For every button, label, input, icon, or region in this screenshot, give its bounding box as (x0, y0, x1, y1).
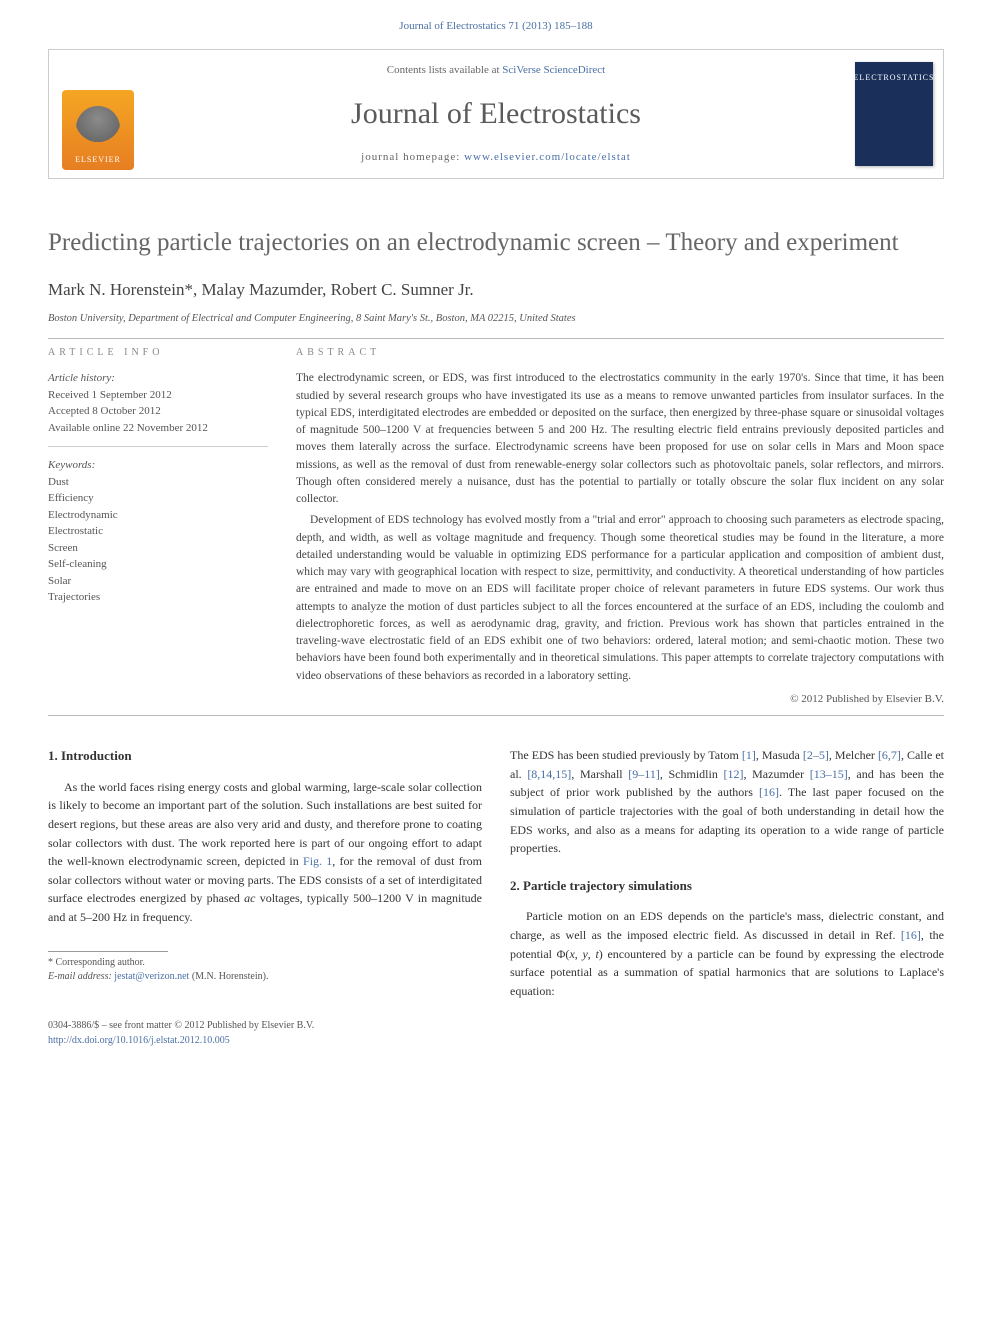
accepted-date: Accepted 8 October 2012 (48, 403, 268, 420)
homepage-prefix: journal homepage: (361, 151, 464, 163)
info-abstract-row: ARTICLE INFO Article history: Received 1… (48, 345, 944, 707)
footnote-corr: * Corresponding author. (48, 956, 482, 970)
article-title: Predicting particle trajectories on an e… (48, 227, 944, 260)
figure-ref-link[interactable]: Fig. 1 (303, 854, 332, 868)
article-info-column: ARTICLE INFO Article history: Received 1… (48, 345, 268, 707)
issn-line: 0304-3886/$ – see front matter © 2012 Pu… (48, 1018, 944, 1033)
contents-prefix: Contents lists available at (387, 64, 502, 76)
citation-link[interactable]: [13–15] (810, 767, 848, 781)
citation-link[interactable]: [12] (723, 767, 743, 781)
homepage-line: journal homepage: www.elsevier.com/locat… (147, 149, 845, 166)
homepage-link[interactable]: www.elsevier.com/locate/elstat (464, 151, 631, 163)
body-paragraph: As the world faces rising energy costs a… (48, 778, 482, 927)
contents-line: Contents lists available at SciVerse Sci… (147, 62, 845, 79)
abstract-para: Development of EDS technology has evolve… (296, 512, 944, 685)
abstract-text: The electrodynamic screen, or EDS, was f… (296, 370, 944, 685)
online-date: Available online 22 November 2012 (48, 420, 268, 437)
affiliation: Boston University, Department of Electri… (48, 311, 944, 327)
journal-cover-thumbnail[interactable]: ELECTROSTATICS (855, 62, 933, 166)
keyword: Trajectories (48, 589, 268, 606)
doi-link[interactable]: http://dx.doi.org/10.1016/j.elstat.2012.… (48, 1035, 230, 1046)
body-column-right: The EDS has been studied previously by T… (510, 746, 944, 1000)
footnote-divider (48, 951, 168, 952)
article-header: Predicting particle trajectories on an e… (48, 227, 944, 717)
email-label: E-mail address: (48, 971, 114, 982)
divider (48, 338, 944, 339)
keyword: Electrodynamic (48, 507, 268, 524)
author-list: Mark N. Horenstein*, Malay Mazumder, Rob… (48, 277, 944, 303)
article-history: Article history: Received 1 September 20… (48, 370, 268, 447)
banner-cover-wrap: ELECTROSTATICS (845, 50, 943, 178)
journal-name: Journal of Electrostatics (147, 91, 845, 136)
body-column-left: 1. Introduction As the world faces risin… (48, 746, 482, 1000)
keyword: Dust (48, 474, 268, 491)
citation-link[interactable]: [2–5] (803, 748, 829, 762)
elsevier-tree-icon (76, 106, 120, 150)
keyword: Solar (48, 573, 268, 590)
page-footer: 0304-3886/$ – see front matter © 2012 Pu… (48, 1018, 944, 1048)
email-suffix: (M.N. Horenstein). (189, 971, 268, 982)
citation-link[interactable]: [16] (901, 928, 921, 942)
keyword: Screen (48, 540, 268, 557)
history-label: Article history: (48, 370, 268, 387)
section-heading: 2. Particle trajectory simulations (510, 876, 944, 896)
elsevier-logo-text: ELSEVIER (75, 154, 121, 166)
body-paragraph: The EDS has been studied previously by T… (510, 746, 944, 858)
journal-banner: ELSEVIER Contents lists available at Sci… (48, 49, 944, 179)
keyword: Efficiency (48, 490, 268, 507)
citation-link[interactable]: [16] (759, 785, 779, 799)
elsevier-logo[interactable]: ELSEVIER (62, 90, 134, 170)
author-email-link[interactable]: jestat@verizon.net (114, 971, 189, 982)
citation-link[interactable]: [8,14,15] (527, 767, 571, 781)
received-date: Received 1 September 2012 (48, 387, 268, 404)
citation-link[interactable]: [6,7] (878, 748, 901, 762)
divider (48, 715, 944, 716)
body-paragraph: Particle motion on an EDS depends on the… (510, 907, 944, 1000)
abstract-para: The electrodynamic screen, or EDS, was f… (296, 370, 944, 508)
keyword: Self-cleaning (48, 556, 268, 573)
keywords-label: Keywords: (48, 457, 268, 474)
footnote-email-line: E-mail address: jestat@verizon.net (M.N.… (48, 970, 482, 984)
keyword: Electrostatic (48, 523, 268, 540)
body-columns: 1. Introduction As the world faces risin… (48, 746, 944, 1000)
sciencedirect-link[interactable]: SciVerse ScienceDirect (502, 64, 605, 76)
banner-center: Contents lists available at SciVerse Sci… (147, 50, 845, 178)
abstract-heading: ABSTRACT (296, 345, 944, 360)
keywords-block: Keywords: Dust Efficiency Electrodynamic… (48, 457, 268, 606)
publisher-logo-wrap: ELSEVIER (49, 50, 147, 178)
citation-link[interactable]: [1] (742, 748, 756, 762)
abstract-column: ABSTRACT The electrodynamic screen, or E… (296, 345, 944, 707)
corresponding-author-footnote: * Corresponding author. E-mail address: … (48, 956, 482, 984)
running-header: Journal of Electrostatics 71 (2013) 185–… (0, 0, 992, 45)
section-heading: 1. Introduction (48, 746, 482, 766)
citation-link[interactable]: [9–11] (628, 767, 660, 781)
article-info-heading: ARTICLE INFO (48, 345, 268, 360)
copyright: © 2012 Published by Elsevier B.V. (296, 691, 944, 708)
